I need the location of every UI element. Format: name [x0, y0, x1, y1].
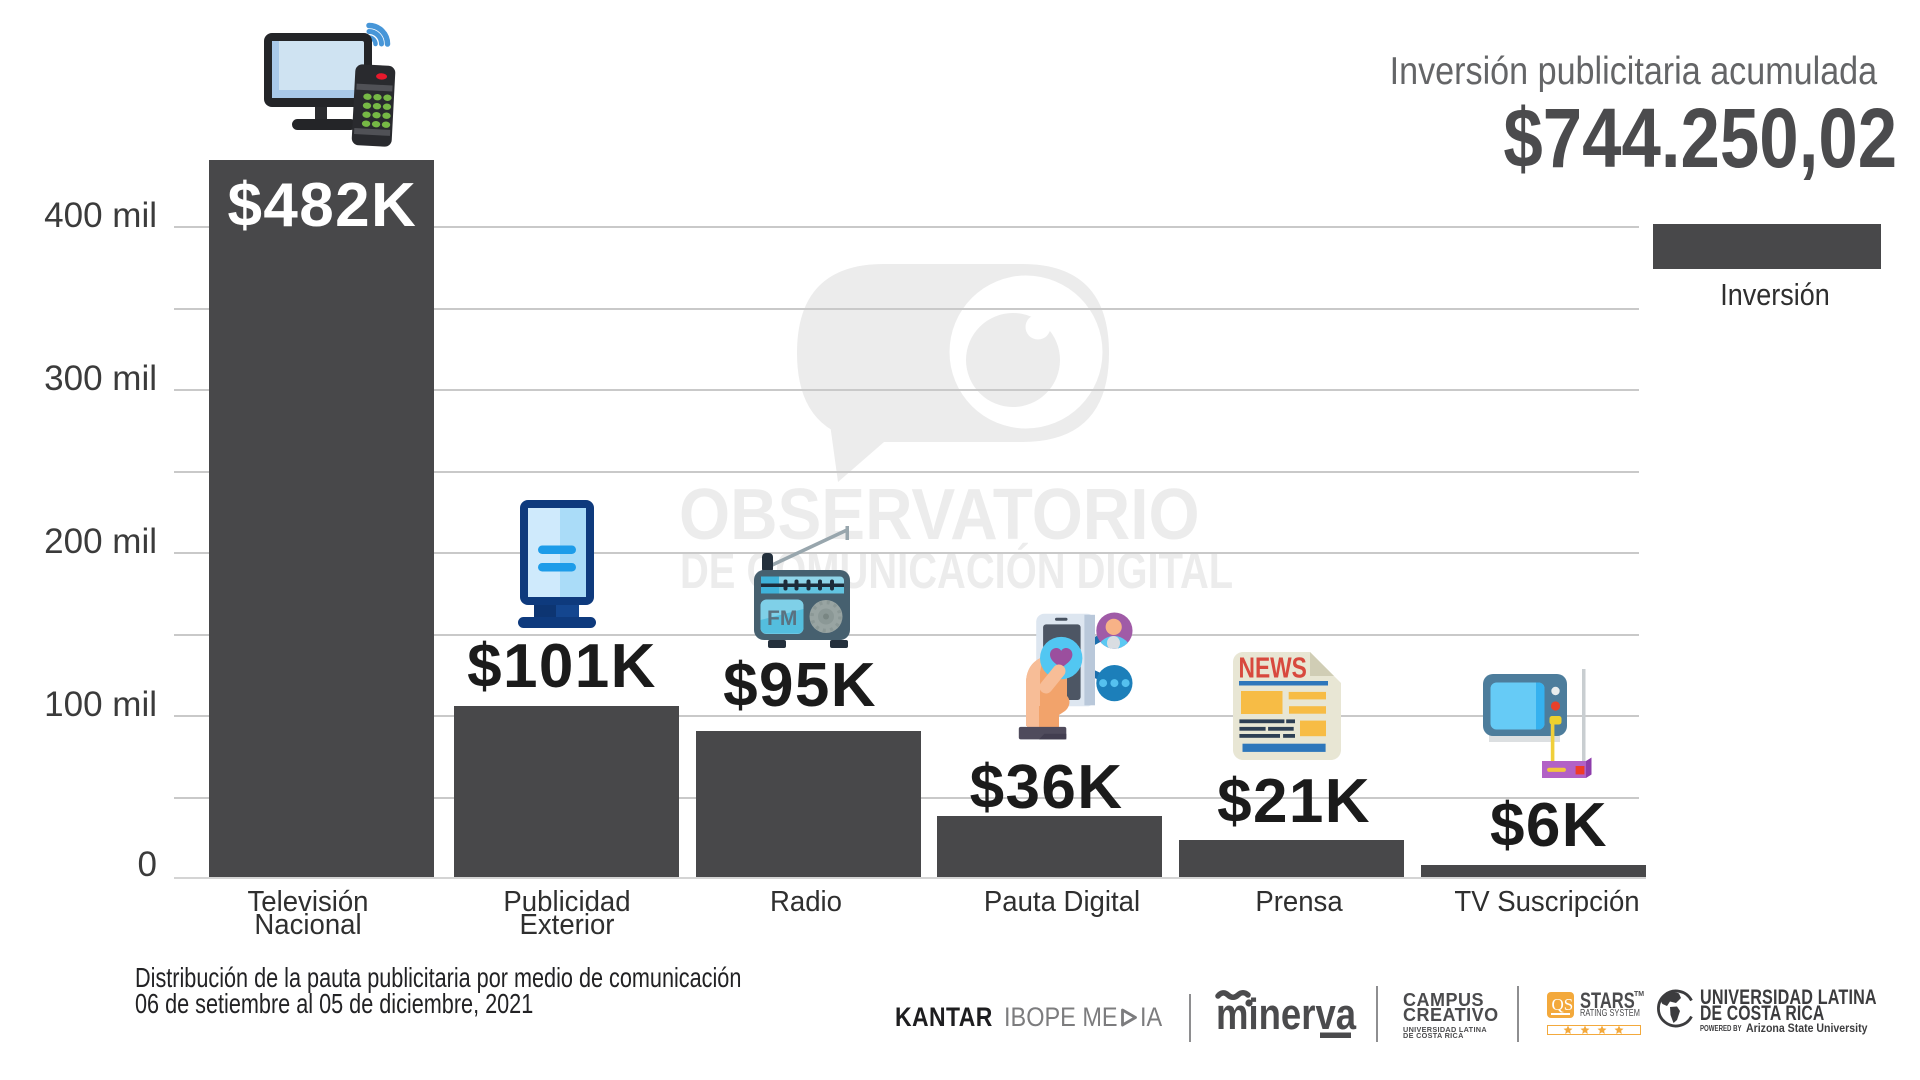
svg-text:FM: FM [767, 607, 797, 630]
svg-text:NEWS: NEWS [1239, 653, 1307, 684]
